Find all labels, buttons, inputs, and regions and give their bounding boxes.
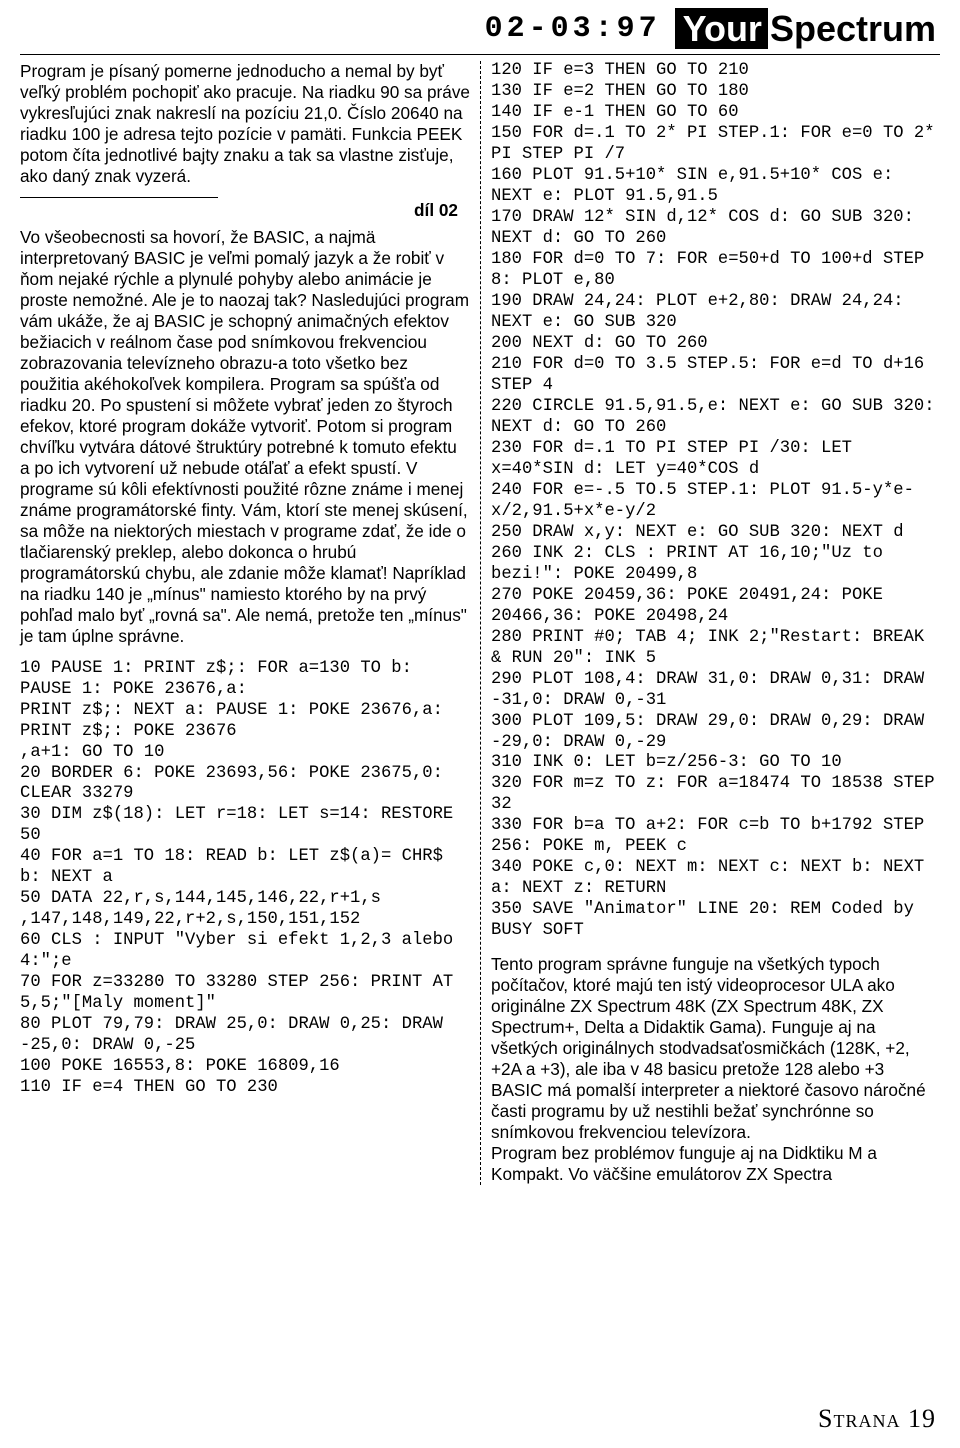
intro-paragraph: Program je písaný pomerne jednoducho a n… bbox=[20, 61, 470, 187]
paragraph-4: Program bez problémov funguje aj na Didk… bbox=[491, 1143, 940, 1185]
column-left: Program je písaný pomerne jednoducho a n… bbox=[20, 61, 480, 1185]
magazine-title-spectrum: Spectrum bbox=[768, 8, 940, 49]
paragraph-1: Program je písaný pomerne jednoducho a n… bbox=[20, 61, 470, 187]
header-rule bbox=[20, 54, 940, 55]
paragraph-2: Vo všeobecnosti sa hovorí, že BASIC, a n… bbox=[20, 227, 470, 647]
code-listing-left: 10 PAUSE 1: PRINT z$;: FOR a=130 TO b: P… bbox=[20, 659, 470, 1100]
main-paragraph: Vo všeobecnosti sa hovorí, že BASIC, a n… bbox=[20, 227, 470, 647]
closing-paragraphs: Tento program správne funguje na všetkýc… bbox=[491, 954, 940, 1185]
code-listing-right: 120 IF e=3 THEN GO TO 210 130 IF e=2 THE… bbox=[491, 61, 940, 942]
paragraph-3: Tento program správne funguje na všetkýc… bbox=[491, 954, 940, 1143]
section-label: díl 02 bbox=[20, 200, 470, 221]
page-header: 02-03:97 YourSpectrum bbox=[0, 0, 960, 54]
magazine-title: YourSpectrum bbox=[675, 8, 940, 50]
issue-code: 02-03:97 bbox=[485, 12, 661, 46]
column-right: 120 IF e=3 THEN GO TO 210 130 IF e=2 THE… bbox=[480, 61, 940, 1185]
magazine-title-your: Your bbox=[675, 8, 768, 49]
content-columns: Program je písaný pomerne jednoducho a n… bbox=[0, 61, 960, 1185]
page-footer: Strana 19 bbox=[818, 1404, 936, 1434]
section-rule bbox=[20, 197, 218, 198]
